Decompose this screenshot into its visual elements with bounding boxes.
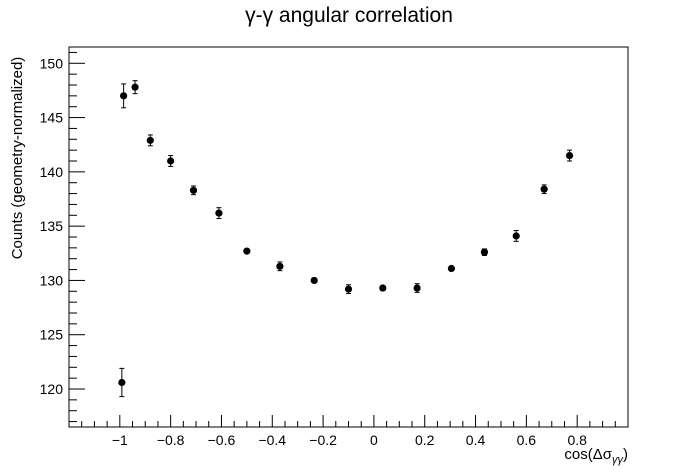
- marker: [146, 136, 154, 144]
- x-axis: −1 −0.8 −0.6 −0.4 −0.2 0 0.2 0.4 0.6 0.8: [68, 415, 629, 448]
- data-point: [118, 367, 126, 398]
- x-tick-label: 0: [370, 432, 378, 448]
- y-tick-label: 125: [40, 327, 64, 343]
- x-axis-label: cos(Δσγγ): [564, 446, 628, 466]
- data-point: [167, 155, 175, 167]
- x-tick-label: −0.2: [309, 432, 337, 448]
- y-tick-label: 135: [40, 218, 64, 234]
- data-point: [344, 284, 353, 294]
- data-point: [215, 207, 223, 220]
- x-tick-label: −1: [112, 432, 128, 448]
- y-tick-label: 120: [40, 381, 64, 397]
- data-point: [189, 185, 198, 196]
- marker: [243, 247, 251, 255]
- x-tick-label: 0.2: [415, 432, 435, 448]
- marker: [118, 378, 126, 387]
- marker: [131, 83, 139, 91]
- data-point: [379, 284, 387, 292]
- y-tick-label: 150: [40, 55, 64, 71]
- y-tick-label: 140: [40, 164, 64, 180]
- marker: [167, 157, 175, 165]
- data-point: [512, 229, 520, 242]
- x-tick-label: −0.8: [157, 432, 185, 448]
- x-tick-label: 0.8: [567, 432, 587, 448]
- marker: [120, 92, 128, 100]
- marker: [447, 264, 456, 273]
- marker: [413, 284, 421, 292]
- data-point: [447, 264, 456, 273]
- plot-frame: [68, 46, 629, 428]
- x-tick-label: −0.6: [208, 432, 236, 448]
- data-point: [146, 134, 154, 147]
- marker: [215, 209, 223, 217]
- data-point: [480, 248, 489, 256]
- x-axis-label-subscript: γγ: [612, 454, 625, 466]
- marker: [276, 262, 284, 270]
- x-axis-label-close: ): [623, 446, 628, 463]
- marker: [565, 151, 574, 160]
- marker: [379, 284, 387, 292]
- marker: [540, 185, 548, 193]
- marker: [189, 186, 198, 194]
- marker: [310, 276, 318, 285]
- chart-title: γ-γ angular correlation: [245, 4, 453, 27]
- data-point: [120, 83, 128, 109]
- marker: [480, 248, 489, 256]
- data-point: [131, 80, 139, 95]
- data-point: [565, 149, 574, 162]
- data-points: [118, 80, 574, 398]
- marker: [344, 285, 353, 293]
- x-tick-label: −0.4: [258, 432, 286, 448]
- marker: [512, 232, 520, 240]
- x-axis-label-main: cos(Δσ: [564, 446, 612, 463]
- data-point: [540, 184, 548, 195]
- data-point: [310, 276, 318, 285]
- y-axis: 120 125 130 135 140 145 150: [40, 51, 85, 423]
- data-point: [413, 283, 421, 293]
- data-point: [243, 247, 251, 255]
- data-point: [276, 261, 284, 272]
- y-tick-label: 130: [40, 272, 64, 288]
- x-tick-label: 0.4: [466, 432, 486, 448]
- x-tick-label: 0.6: [517, 432, 537, 448]
- plot-border: [68, 46, 629, 428]
- y-axis-label: Counts (geometry-normalized): [9, 57, 26, 260]
- y-tick-label: 145: [40, 110, 64, 126]
